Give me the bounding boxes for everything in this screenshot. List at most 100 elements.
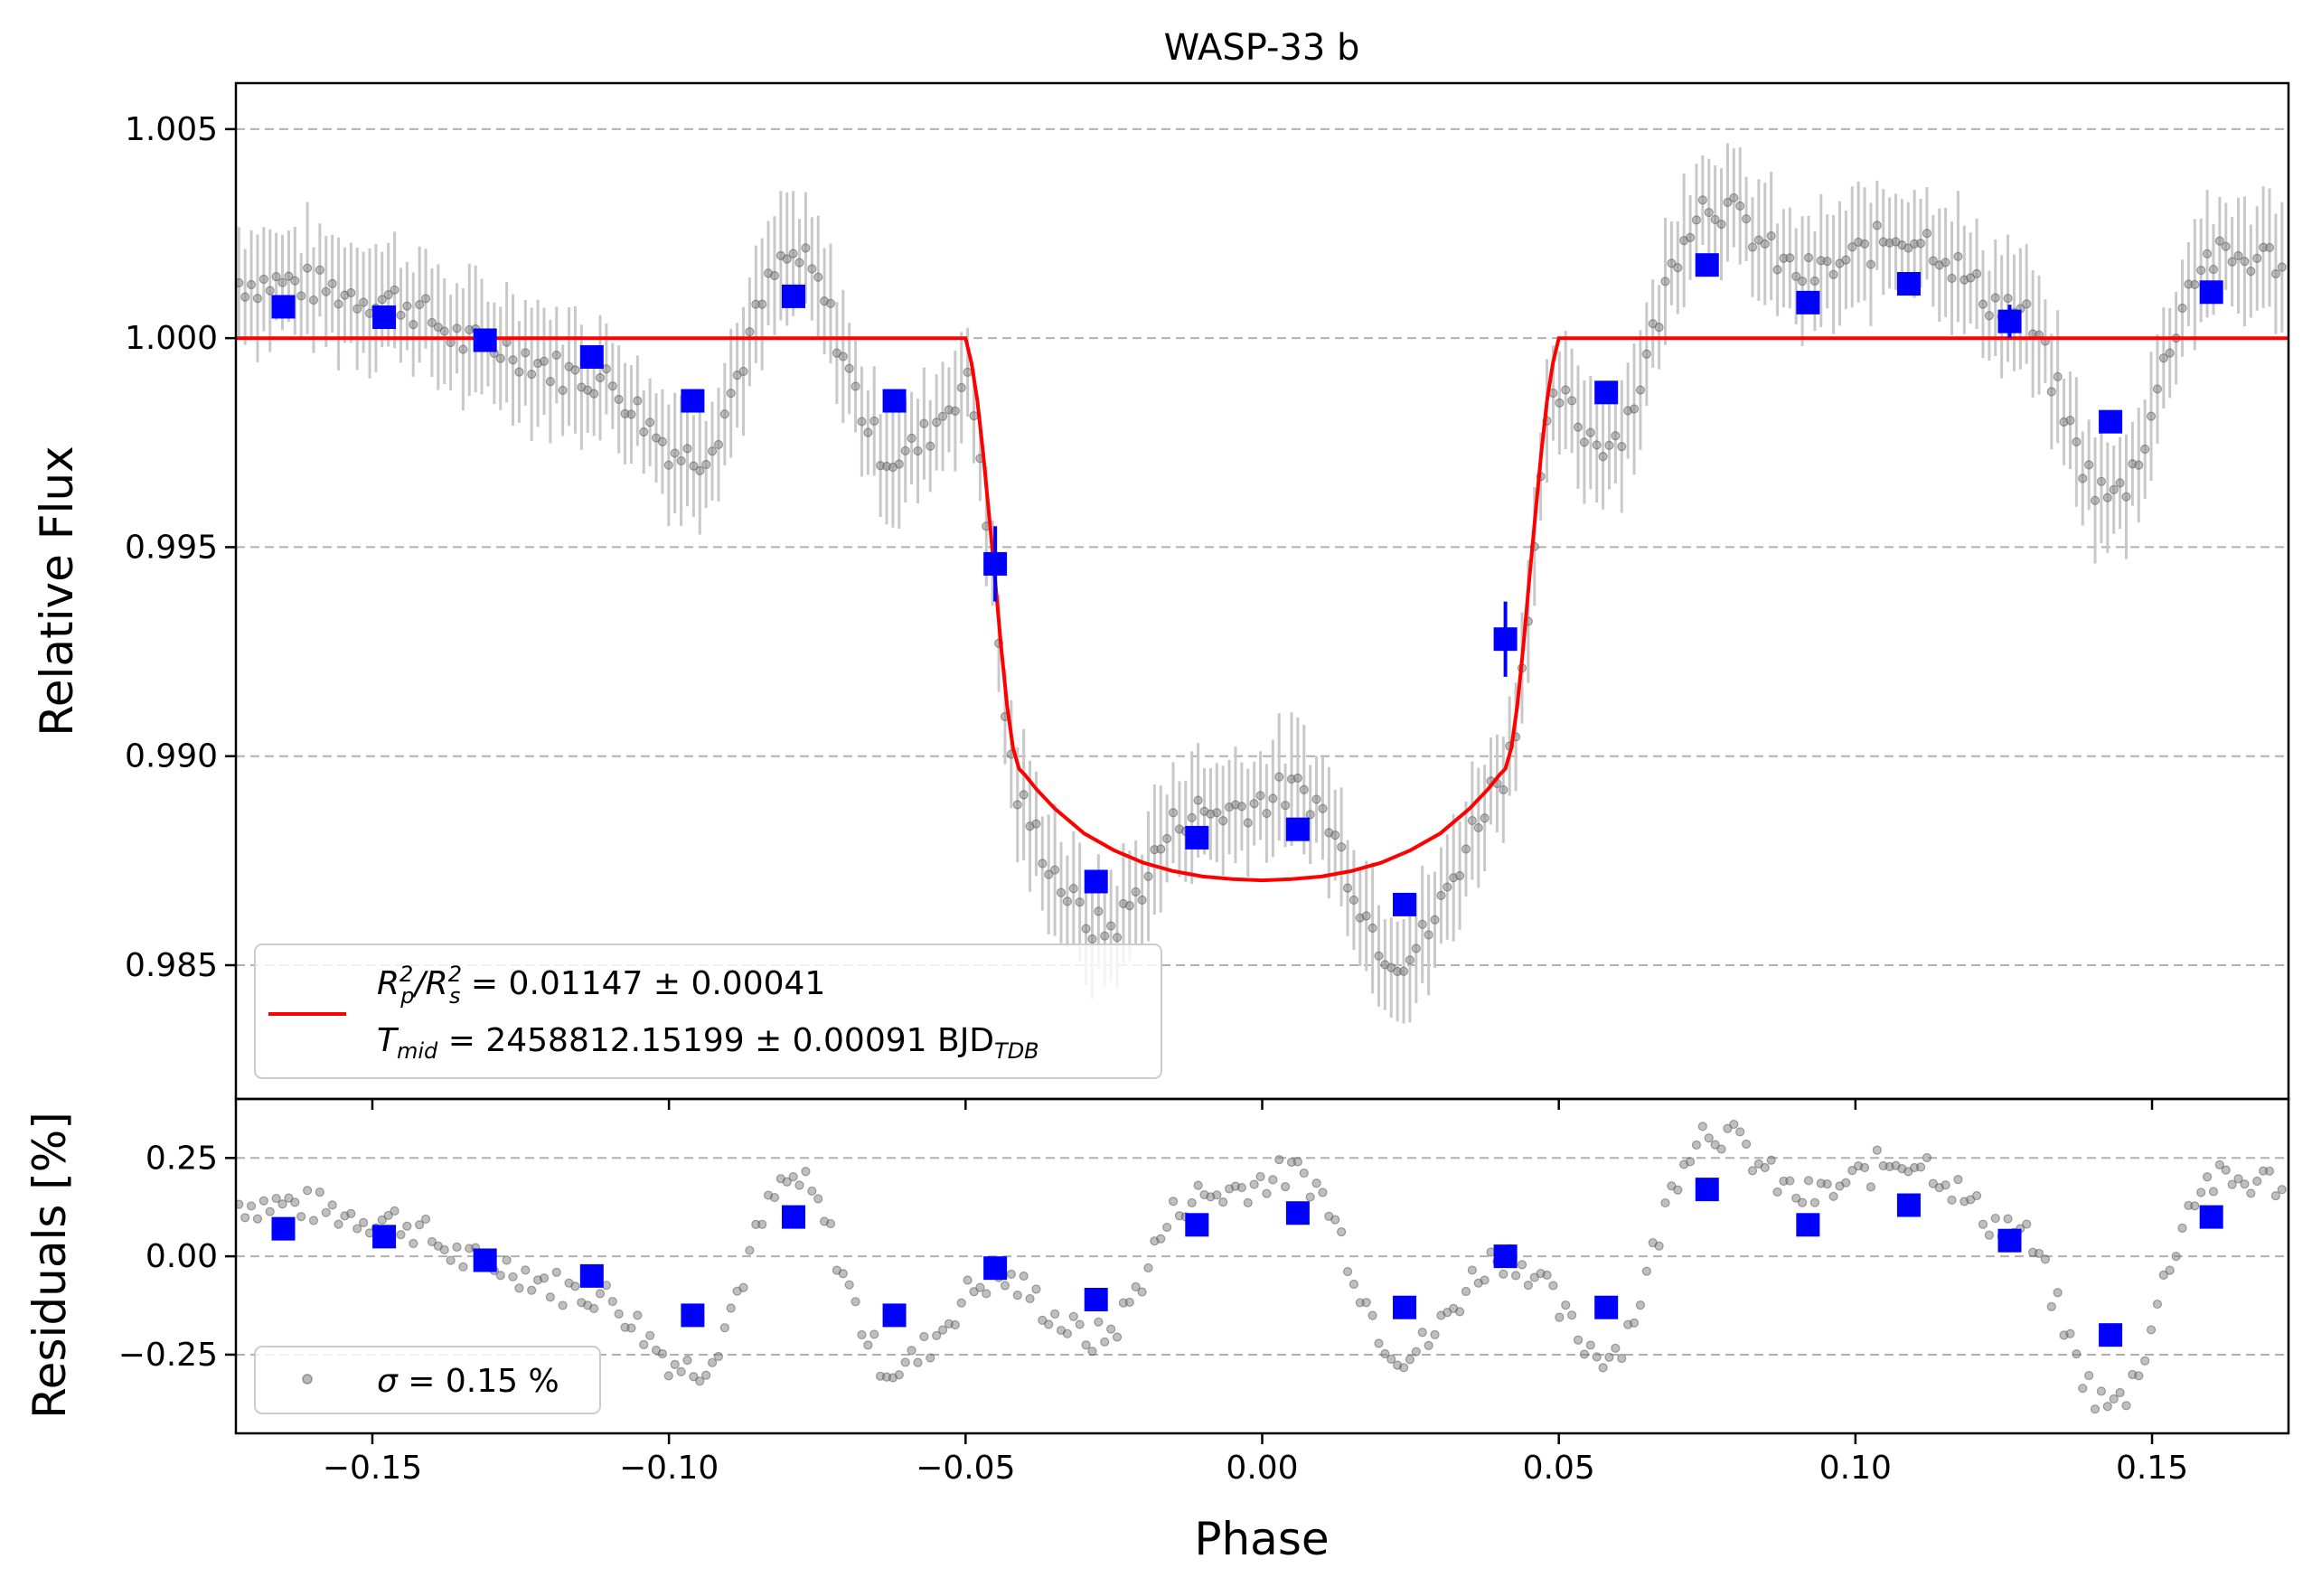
raw-flux-point [745,327,755,337]
raw-flux-point [1803,253,1814,263]
raw-flux-point [2177,303,2187,314]
raw-flux-point [1075,897,1085,907]
raw-flux-point [284,271,294,281]
raw-flux-point [1716,220,1726,230]
raw-flux-point [900,446,910,455]
raw-residual-point [1872,1145,1882,1155]
raw-flux-point [415,299,425,310]
legend-rp-subscript: p [399,983,414,1009]
residuals-y-tick-label: 0.00 [146,1238,218,1275]
raw-residual-point [545,1292,555,1302]
raw-flux-point [1305,810,1315,820]
raw-flux-point [1847,242,1857,252]
raw-residual-point [1255,1171,1265,1182]
raw-flux-point [246,279,257,290]
raw-flux-point [240,292,250,302]
raw-flux-point [1984,311,1994,321]
raw-residual-point [1430,1329,1440,1339]
raw-residual-point [1611,1343,1621,1353]
raw-residual-point [508,1272,518,1281]
binned-flux-point [1695,253,1719,277]
binned-residual-point [983,1256,1008,1281]
raw-residual-point [2264,1166,2275,1176]
binned-residual-point [882,1303,907,1328]
raw-flux-point [1349,895,1359,905]
raw-flux-point [1068,884,1078,894]
raw-flux-point [1704,207,1714,218]
raw-flux-point [1573,422,1584,432]
raw-residual-point [2115,1387,2125,1398]
raw-residual-point [458,1262,468,1272]
raw-residual-point [284,1193,294,1203]
raw-flux-point [1168,808,1179,818]
raw-flux-point [1330,830,1340,840]
raw-flux-point [1915,239,1926,249]
residuals-y-tick-label: 0.25 [146,1140,218,1177]
raw-residual-point [1367,1310,1377,1320]
raw-residual-point [1555,1312,1565,1322]
raw-flux-point [1299,784,1309,794]
raw-flux-point [713,439,724,450]
raw-flux-point [383,290,393,300]
binned-residual-point [1594,1295,1619,1319]
raw-flux-point [1417,919,1427,929]
raw-residual-point [1156,1234,1166,1244]
binned-flux-point [1185,825,1209,850]
raw-flux-point [1641,349,1651,359]
raw-residual-point [701,1370,711,1380]
raw-residual-point [1467,1265,1477,1275]
raw-flux-point [2277,262,2287,272]
raw-flux-point [396,310,406,320]
raw-flux-point [495,353,505,363]
raw-residual-point [2053,1288,2063,1298]
raw-residual-point [1785,1176,1795,1186]
raw-residual-point [1292,1157,1302,1167]
raw-residual-point [1131,1281,1141,1291]
raw-flux-point [2214,236,2224,246]
raw-residual-point [2240,1179,2250,1189]
raw-residual-point [1548,1281,1558,1291]
binned-flux-point [983,551,1008,576]
raw-residual-point [1087,1347,1097,1357]
light-curve-y-tick-label: 0.990 [125,738,218,775]
raw-residual-point [2065,1328,2075,1338]
raw-residual-point [894,1370,904,1380]
raw-residual-point [1025,1293,1035,1304]
raw-flux-point [1268,793,1278,803]
raw-residual-point [521,1265,531,1275]
raw-flux-point [956,382,966,393]
raw-residual-point [1274,1155,1284,1165]
raw-flux-point [813,272,823,282]
raw-residual-point [1454,1307,1465,1317]
raw-residual-point [1598,1363,1608,1373]
light-curve-binned-points [271,253,2223,916]
raw-flux-point [1424,930,1433,940]
raw-flux-point [1292,773,1302,784]
raw-flux-point [1236,802,1246,812]
raw-flux-point [1124,901,1134,911]
raw-flux-point [558,385,568,395]
raw-flux-point [1405,955,1415,965]
raw-flux-point [1822,257,1832,267]
raw-residual-point [2270,1191,2280,1201]
raw-flux-point [1654,322,1664,333]
raw-flux-point [527,370,537,380]
raw-flux-point [2072,437,2082,447]
residuals-legend-box [254,1346,601,1414]
raw-flux-point [1398,966,1409,976]
raw-residual-point [963,1275,973,1285]
raw-residual-point [1523,1280,1533,1291]
raw-residual-point [707,1357,718,1367]
raw-residual-point [240,1213,250,1223]
raw-flux-point [2053,371,2063,381]
raw-residual-point [2140,1356,2150,1366]
raw-flux-point [439,326,449,336]
raw-residual-point [907,1346,916,1356]
raw-flux-point [1461,844,1471,854]
raw-residual-point [2078,1384,2088,1394]
raw-residual-point [1947,1195,1957,1205]
raw-residual-point [1461,1286,1471,1297]
raw-flux-point [1710,214,1720,225]
raw-flux-point [689,461,699,471]
